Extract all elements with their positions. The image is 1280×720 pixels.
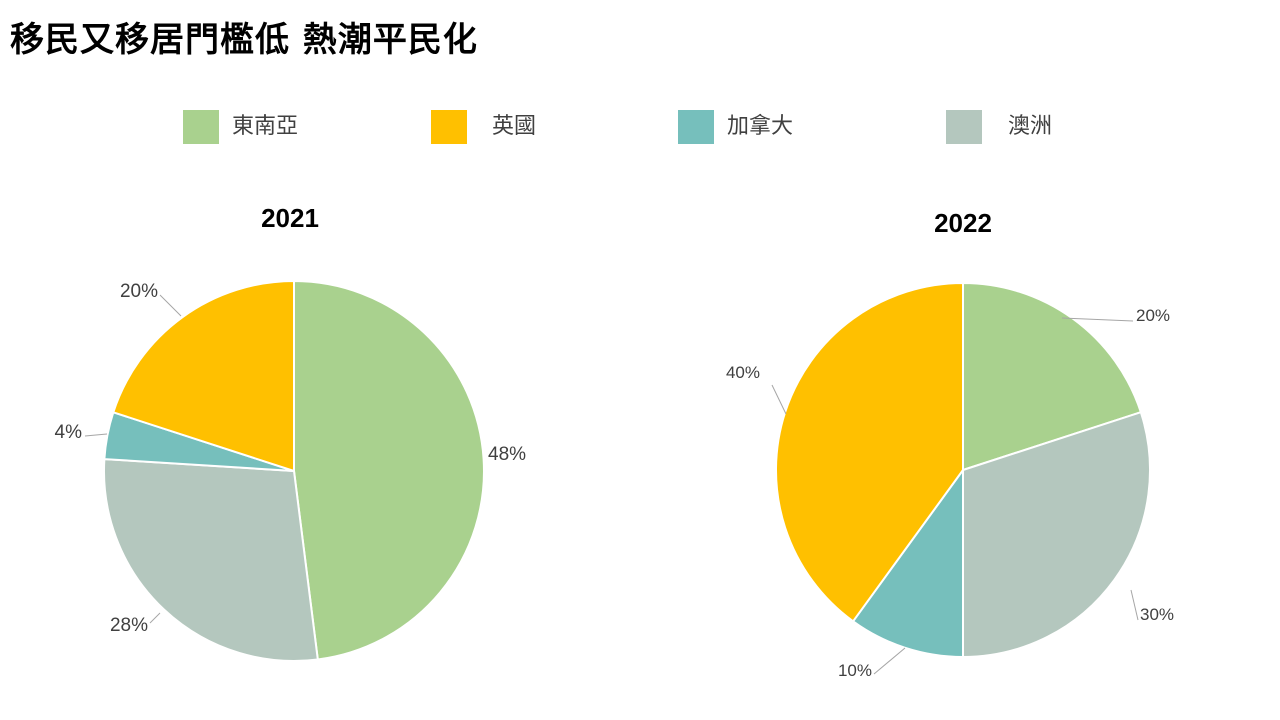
page-title: 移民又移居門檻低 熱潮平民化 [10,20,478,60]
pie-slice-2021-australia [102,458,319,662]
pie-slice-2021-southeast-asia [293,279,485,661]
data-label-2022-uk: 40% [726,363,760,382]
pie-slice-2021-uk [112,279,295,473]
data-label-2022-southeast-asia: 20% [1136,306,1170,325]
data-label-2021-uk: 20% [120,281,158,302]
data-label-2021-canada: 4% [55,422,83,443]
leader-line-2022-uk [771,384,787,415]
legend-label-southeast-asia: 東南亞 [232,114,299,139]
leader-line-2021-uk [159,294,182,317]
leader-line-2022-australia [1130,589,1139,621]
legend-label-australia: 澳洲 [1008,114,1053,139]
legend-swatch-australia [946,110,982,144]
chart-title-2022: 2022 [934,208,992,238]
data-label-2022-canada: 10% [838,661,872,680]
legend: 東南亞 英國 加拿大 澳洲 [0,108,1280,148]
legend-label-canada: 加拿大 [727,114,794,139]
leader-line-2021-canada [84,433,108,437]
pie-slice-2022-canada [851,466,964,659]
chart-title-2021: 2021 [261,203,319,233]
legend-swatch-southeast-asia [183,110,219,144]
data-label-2021-southeast-asia: 48% [488,444,526,465]
legend-swatch-uk [431,110,467,144]
legend-swatch-canada [678,110,714,144]
leader-line-2021-australia [149,612,161,624]
data-label-2021-australia: 28% [110,615,148,636]
legend-label-uk: 英國 [492,114,537,139]
data-label-2022-australia: 30% [1140,605,1174,624]
leader-line-2022-southeast-asia [1061,317,1134,322]
leader-line-2022-canada [873,647,906,675]
pie-slice-2022-australia [962,410,1151,659]
